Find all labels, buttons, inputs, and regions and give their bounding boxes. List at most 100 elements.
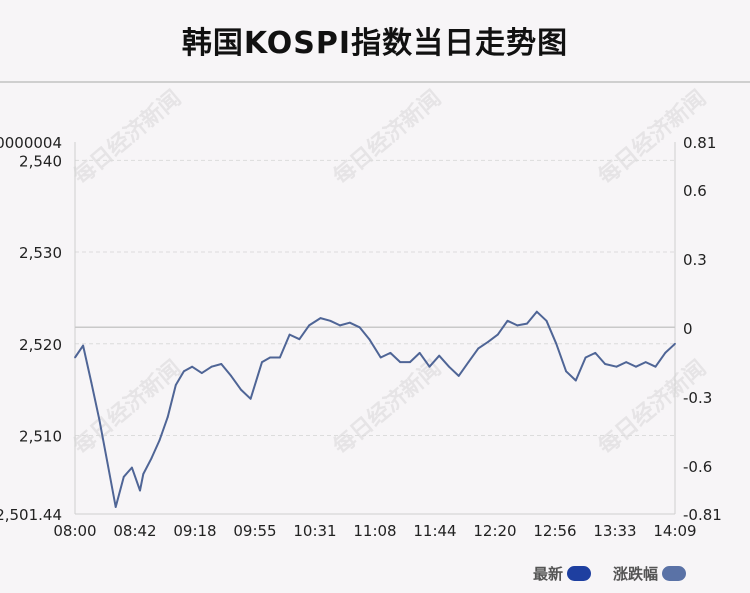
data-point <box>122 475 125 478</box>
data-point <box>604 363 606 365</box>
y-right-tick-label: -0.81 <box>683 506 722 524</box>
x-tick-label: 11:08 <box>353 522 396 540</box>
data-point <box>269 356 272 359</box>
data-point <box>191 365 193 368</box>
y-right-tick-label: -0.6 <box>683 458 712 476</box>
data-point <box>220 363 223 365</box>
data-point <box>249 397 252 400</box>
data-point <box>230 374 232 377</box>
data-point <box>594 352 597 354</box>
y-left-tick-label: 2,510 <box>19 427 62 445</box>
data-point <box>467 361 470 364</box>
data-point <box>329 319 332 322</box>
legend-item-change[interactable]: 涨跌幅 <box>613 563 686 584</box>
x-tick-label: 12:56 <box>533 522 576 540</box>
y-left-tick-label: 2,540 <box>19 152 62 170</box>
data-point <box>625 361 628 364</box>
data-point <box>261 361 263 364</box>
data-point <box>98 418 101 421</box>
data-point <box>545 319 548 322</box>
data-point <box>358 326 361 329</box>
y-right-tick-label: 0.3 <box>683 251 707 269</box>
y-left-tick-label: 2,520 <box>19 336 62 354</box>
data-point <box>183 370 185 373</box>
data-point <box>674 342 676 345</box>
data-point <box>106 462 109 464</box>
data-point <box>615 365 618 368</box>
legend-label: 最新 <box>532 565 563 583</box>
x-tick-label: 11:44 <box>413 522 456 540</box>
y-right-tick-label: 0.6 <box>683 182 707 200</box>
data-point <box>574 379 577 382</box>
data-point <box>635 365 637 368</box>
data-point <box>142 473 145 475</box>
data-point <box>158 439 161 441</box>
data-point <box>288 333 291 336</box>
y-left-tick-label: 0000004 <box>0 134 62 152</box>
data-point <box>487 341 489 343</box>
data-point <box>477 347 480 350</box>
data-point <box>166 416 169 419</box>
data-point <box>555 342 558 345</box>
data-point <box>74 356 76 359</box>
x-tick-label: 14:09 <box>653 522 696 540</box>
data-point <box>644 361 647 364</box>
data-point <box>584 356 587 359</box>
data-point <box>448 365 450 368</box>
data-point <box>428 365 431 368</box>
data-point <box>516 324 519 327</box>
x-tick-label: 08:00 <box>53 522 96 540</box>
data-point <box>298 338 301 341</box>
data-point <box>308 324 311 327</box>
data-point <box>457 374 460 377</box>
data-point <box>131 466 133 469</box>
x-tick-label: 13:33 <box>593 522 636 540</box>
data-point <box>418 352 421 354</box>
data-point <box>506 319 509 322</box>
data-point <box>82 344 85 347</box>
x-tick-label: 08:42 <box>113 522 156 540</box>
data-point <box>526 322 528 325</box>
data-point <box>389 352 392 354</box>
data-point <box>319 317 322 319</box>
chart-title: 韩国KOSPI指数当日走势图 <box>181 26 569 61</box>
data-point <box>174 384 177 386</box>
y-right-tick-label: -0.3 <box>683 389 712 407</box>
y-right-tick-label: 0.81 <box>683 134 716 152</box>
data-point <box>200 372 203 375</box>
legend: 最新 涨跌幅 <box>519 563 686 584</box>
data-point <box>565 370 567 373</box>
legend-item-latest[interactable]: 最新 <box>533 563 591 584</box>
data-point <box>368 338 371 341</box>
data-point <box>114 506 117 508</box>
y-right-tick-label: 0 <box>683 320 693 338</box>
data-point <box>278 356 281 359</box>
data-point <box>438 354 441 357</box>
data-point <box>654 365 657 368</box>
data-point <box>399 361 402 364</box>
x-tick-label: 12:20 <box>473 522 516 540</box>
data-point <box>210 365 213 368</box>
legend-swatch <box>566 566 591 581</box>
title-divider <box>0 81 750 83</box>
legend-label: 涨跌幅 <box>612 565 658 583</box>
y-left-tick-label: 2,530 <box>19 244 62 262</box>
legend-swatch <box>662 566 686 581</box>
data-point <box>90 381 93 384</box>
data-point <box>379 356 382 359</box>
x-tick-label: 09:18 <box>173 522 216 540</box>
data-point <box>664 352 667 354</box>
data-point <box>535 310 538 313</box>
data-point <box>348 321 351 324</box>
x-tick-label: 09:55 <box>233 522 276 540</box>
data-point <box>150 457 153 460</box>
series-line <box>74 310 676 508</box>
data-point <box>496 333 499 336</box>
data-point <box>339 324 341 327</box>
data-point <box>239 388 242 391</box>
y-left-tick-label: 2,501.44 <box>0 506 62 524</box>
data-point <box>409 361 411 364</box>
x-tick-label: 10:31 <box>293 522 336 540</box>
data-point <box>139 489 141 492</box>
